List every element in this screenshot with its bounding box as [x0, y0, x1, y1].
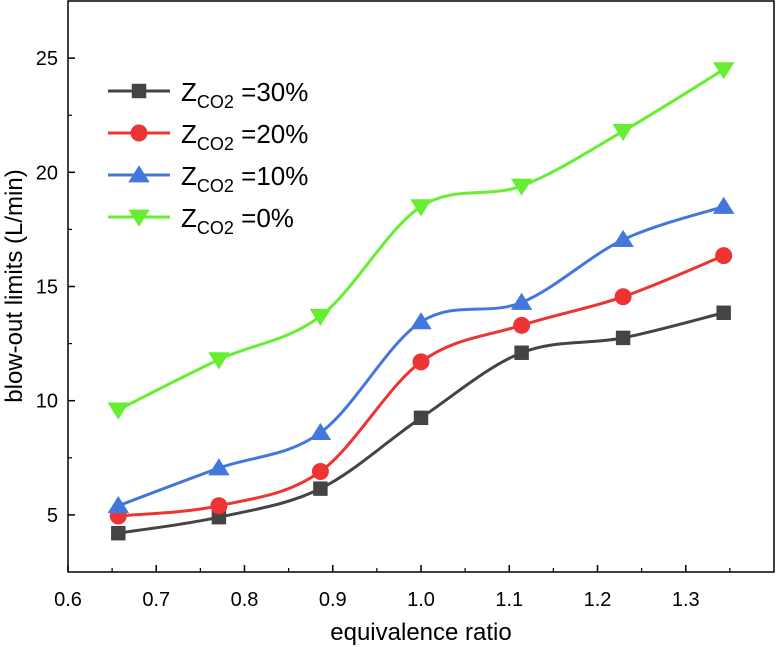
y-axis: 5 10 15 20 25	[36, 48, 75, 527]
data-point-0-6	[716, 305, 731, 320]
data-point-1-5	[614, 288, 632, 306]
series-3	[107, 62, 735, 420]
x-tick-label-3: 0.9	[319, 589, 347, 611]
data-point-1-4	[513, 316, 531, 334]
y-tick-label-0: 5	[47, 505, 58, 527]
legend-marker-3	[128, 209, 150, 227]
x-tick-label-2: 0.8	[231, 589, 259, 611]
y-tick-label-3: 20	[36, 162, 58, 184]
legend-label-2: ZCO2 =10%	[181, 161, 308, 196]
legend-label-1: ZCO2 =20%	[181, 119, 308, 154]
data-point-1-6	[715, 247, 733, 265]
data-point-3-3	[410, 199, 432, 217]
data-point-1-1	[210, 497, 228, 515]
legend-item-0: ZCO2 =30%	[108, 77, 308, 112]
data-point-2-2	[309, 422, 332, 441]
y-tick-label-2: 15	[36, 277, 58, 299]
y-tick-label-4: 25	[36, 48, 58, 70]
data-point-2-3	[410, 312, 432, 330]
legend: ZCO2 =30% ZCO2 =20% ZCO2 =10% ZCO2 =0%	[108, 77, 308, 238]
data-point-3-2	[309, 308, 332, 326]
data-point-0-2	[313, 481, 328, 496]
x-tick-label-4: 1.0	[407, 589, 435, 611]
series-1	[109, 247, 733, 525]
legend-item-3: ZCO2 =0%	[108, 203, 294, 238]
data-point-2-0	[107, 495, 130, 514]
data-point-3-0	[107, 402, 130, 420]
legend-marker-0	[131, 83, 147, 99]
legend-label-0: ZCO2 =30%	[181, 77, 308, 112]
series-2	[107, 196, 735, 514]
data-point-3-4	[510, 178, 533, 196]
legend-marker-2	[128, 165, 150, 183]
data-point-2-1	[208, 458, 230, 476]
data-point-0-1	[211, 509, 227, 525]
x-tick-label-6: 1.2	[584, 589, 612, 611]
legend-item-1: ZCO2 =20%	[108, 119, 308, 154]
data-point-3-6	[712, 62, 735, 80]
x-tick-label-5: 1.1	[495, 589, 523, 611]
data-point-2-6	[712, 196, 735, 214]
legend-label-3: ZCO2 =0%	[181, 203, 294, 238]
y-axis-title: blow-out limits (L/min)	[1, 169, 28, 402]
data-point-2-4	[510, 292, 533, 310]
series-0	[111, 305, 731, 541]
data-point-3-5	[612, 123, 634, 141]
data-point-1-3	[412, 353, 430, 371]
y-tick-label-1: 10	[36, 391, 58, 413]
x-axis: 0.6 0.7 0.8 0.9 1.0 1.1 1.2 1.3	[54, 565, 731, 611]
data-point-0-4	[514, 345, 529, 360]
x-tick-label-7: 1.3	[672, 589, 700, 611]
data-point-0-5	[615, 330, 631, 346]
series-layer	[107, 62, 735, 541]
data-point-0-0	[111, 525, 126, 541]
x-tick-label-0: 0.6	[54, 589, 82, 611]
legend-item-2: ZCO2 =10%	[108, 161, 308, 196]
series-line-1	[118, 254, 725, 518]
data-point-0-3	[413, 410, 429, 426]
x-axis-title: equivalence ratio	[330, 619, 511, 646]
data-point-3-1	[208, 352, 230, 370]
x-tick-label-1: 0.7	[142, 589, 170, 611]
data-point-2-5	[612, 229, 634, 248]
legend-marker-1	[130, 124, 148, 142]
data-point-1-2	[311, 463, 329, 481]
